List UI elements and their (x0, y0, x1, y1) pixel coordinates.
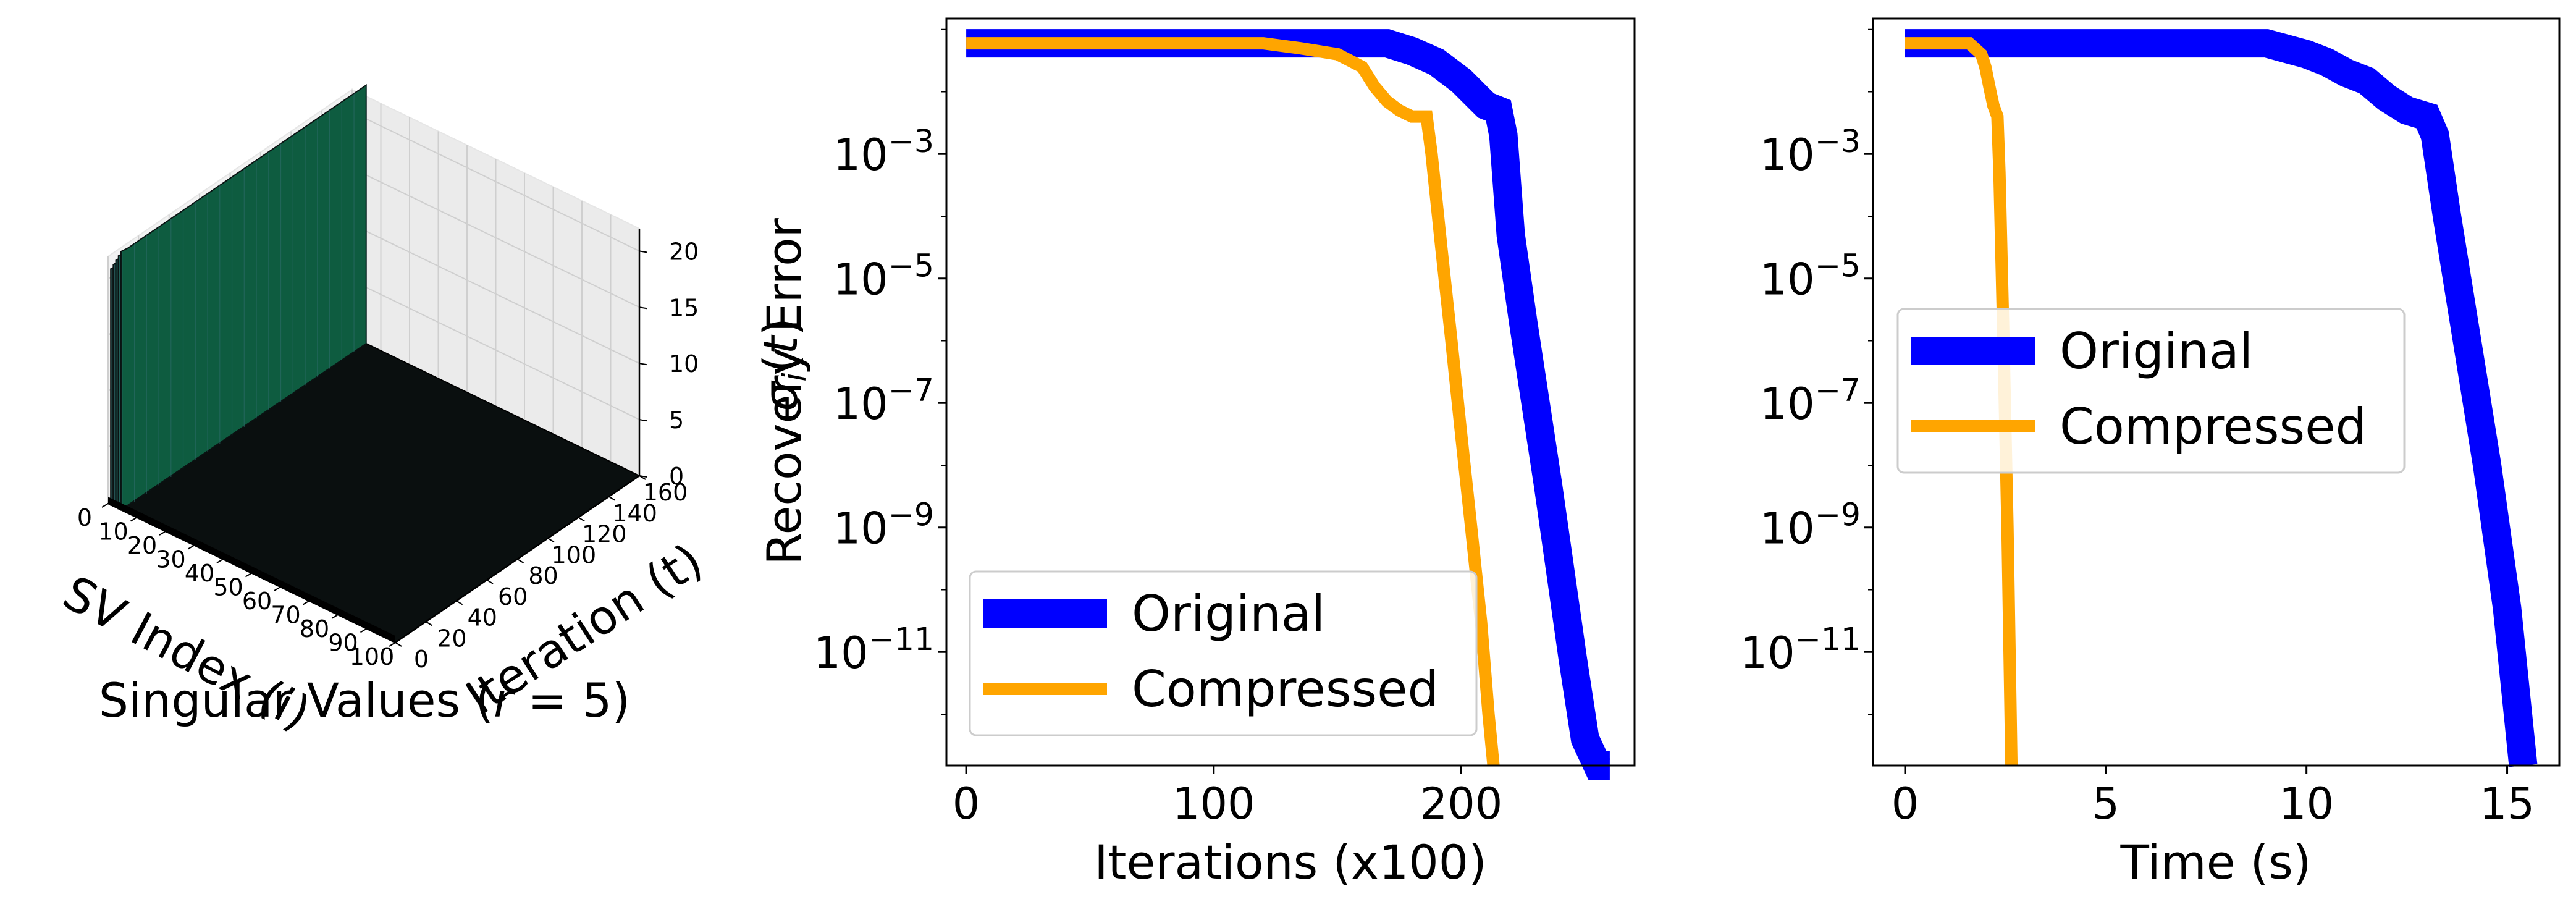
x-tick-label: 10 (98, 518, 128, 546)
y-tick-mark (395, 642, 402, 647)
x-tick-mark (216, 559, 224, 563)
legend-label-compressed: Compressed (1132, 660, 1439, 718)
x-tick-label: 100 (1172, 778, 1255, 829)
x-tick-mark (245, 572, 253, 578)
y-tick-mark (547, 538, 555, 543)
z-tick-mark (639, 250, 647, 253)
z-tick-mark (639, 306, 647, 310)
x-tick-label: 30 (156, 546, 185, 573)
y-tick-label: 60 (498, 583, 528, 610)
grid-line (351, 111, 640, 252)
y-tick-label: 140 (612, 500, 657, 527)
time-ticks: 10−3 10−5 10−7 10−9 10−11 0 5 10 15 (1740, 28, 2535, 829)
y-tick-mark (608, 496, 616, 501)
x-tick-mark (302, 600, 310, 605)
legend-label-original: Original (1132, 585, 1325, 643)
x-tick-mark (389, 642, 396, 647)
z-tick-label: 10 (669, 350, 699, 378)
x-tick-mark (331, 614, 339, 619)
y-tick-mark (578, 517, 585, 522)
surface-title: Singular Values (r = 5) (99, 673, 630, 728)
x-tick-mark (187, 544, 195, 550)
y-tick-label: 80 (528, 562, 558, 589)
y-tick-label: 10−11 (814, 621, 934, 678)
y-tick-label: 10−11 (1740, 621, 1861, 678)
x-tick-mark (274, 586, 281, 591)
z-tick-label: 0 (669, 463, 684, 490)
z-tick-label: 5 (669, 407, 684, 434)
iterations-legend: Original Compressed (969, 570, 1478, 736)
y-tick-label: 120 (582, 521, 627, 548)
y-tick-label: 10−5 (833, 247, 934, 305)
y-tick-label: 100 (552, 541, 597, 568)
x-tick-label: 0 (1892, 778, 1919, 829)
iterations-y-axis-label: Recovery Error (757, 217, 812, 565)
x-tick-label: 20 (127, 532, 157, 559)
y-tick-label: 160 (643, 479, 688, 506)
iterations-axes-frame (945, 17, 1636, 767)
legend-label-compressed: Compressed (2060, 398, 2367, 455)
iterations-x-axis-label: Iterations (x100) (1094, 835, 1486, 890)
z-tick-label: 15 (669, 294, 699, 321)
y-tick-label: 10−7 (1760, 372, 1861, 429)
x-axis-line (107, 502, 396, 644)
x-tick-label: 15 (2480, 778, 2535, 829)
y-tick-label: 10−5 (1760, 247, 1861, 305)
y-tick-label: 0 (414, 646, 429, 673)
x-tick-label: 50 (213, 574, 243, 601)
surface-z-axis-label: σi(t) (753, 318, 814, 411)
y-tick-mark (486, 579, 494, 584)
x-tick-label: 70 (271, 602, 300, 629)
y-tick-label: 20 (437, 625, 466, 652)
x-tick-label: 100 (350, 643, 395, 670)
x-tick-label: 200 (1420, 778, 1503, 829)
iterations-series (966, 29, 1610, 780)
z-tick-mark (639, 363, 647, 366)
z-tick-mark (639, 475, 647, 478)
x-tick-mark (101, 503, 109, 508)
y-tick-label: 10−7 (833, 372, 934, 429)
y-tick-label: 10−9 (833, 496, 934, 554)
x-tick-label: 80 (300, 615, 329, 643)
iterations-ticks: 10−3 10−5 10−7 10−9 10−11 0 100 200 (814, 28, 1503, 829)
z-tick-mark (639, 419, 647, 422)
grid-line (351, 280, 640, 420)
y-tick-label: 10−9 (1760, 496, 1861, 554)
surface-edge (108, 497, 395, 643)
grid-line (351, 224, 640, 365)
grid-line (351, 167, 640, 308)
y-tick-label: 40 (468, 604, 497, 631)
x-tick-mark (159, 531, 166, 536)
y-tick-label: 10−3 (1760, 123, 1861, 180)
legend-label-original: Original (2060, 323, 2253, 380)
y-tick-mark (456, 600, 463, 605)
time-panel: 10−3 10−5 10−7 10−9 10−11 0 5 10 15 Time (s) Ori… (1740, 17, 2561, 890)
time-legend: Original Compressed (1896, 308, 2406, 474)
y-tick-label: 10−3 (833, 123, 934, 180)
series-line-original (1905, 29, 2538, 767)
x-tick-label: 5 (2092, 778, 2120, 829)
y-tick-mark (516, 559, 524, 563)
time-x-axis-label: Time (s) (2119, 835, 2311, 890)
x-tick-label: 40 (185, 560, 214, 587)
x-tick-label: 60 (242, 588, 272, 615)
x-tick-mark (130, 517, 138, 522)
x-tick-mark (360, 628, 368, 633)
x-tick-label: 10 (2279, 778, 2334, 829)
x-tick-label: 0 (953, 778, 980, 829)
iterations-panel: 10−3 10−5 10−7 10−9 10−11 0 100 200 Iterations … (757, 17, 1636, 890)
y-tick-mark (425, 621, 432, 626)
x-tick-label: 90 (328, 630, 358, 657)
z-tick-label: 20 (669, 238, 699, 265)
series-line-compressed (966, 37, 1500, 766)
y-axis-line (395, 475, 640, 644)
x-tick-label: 0 (77, 504, 92, 531)
time-axes-frame (1872, 17, 2561, 767)
